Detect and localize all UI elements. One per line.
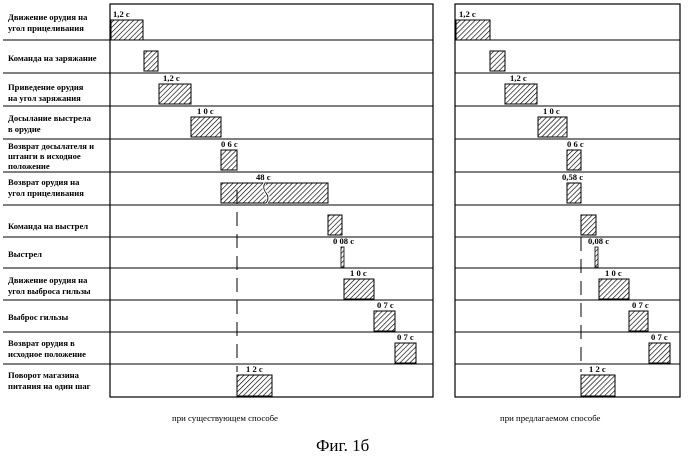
row-label-magazine-turn: Поворот магазина питания на один шаг: [8, 370, 91, 391]
panel-caption-existing: при существующем способе: [172, 413, 278, 423]
duration-magazine-turn: 1 2 с: [589, 364, 606, 374]
duration-aim: 1,2 с: [113, 9, 130, 19]
bar-ramming: [538, 117, 567, 137]
bar-fire-command: [328, 215, 342, 235]
duration-load-angle: 1,2 с: [163, 73, 180, 83]
row-labels: Движение орудия на угол прицеливания Ком…: [8, 12, 97, 391]
duration-eject-angle: 1 0 с: [605, 268, 622, 278]
bar-eject: [374, 311, 395, 331]
bar-load-command: [490, 51, 505, 71]
row-label-fire-command: Команда на выстрел: [8, 221, 88, 231]
timing-bars: [111, 20, 416, 396]
bar-magazine-turn: [237, 375, 272, 396]
duration-return-initial: 0 7 с: [651, 332, 668, 342]
duration-rammer-return: 0 6 с: [567, 139, 584, 149]
panel-caption-proposed: при предлагаемом способе: [500, 413, 601, 423]
duration-shot: 0,08 с: [588, 236, 609, 246]
bar-rammer-return: [221, 150, 237, 170]
row-label-rammer-return: Возврат досылателя и штанги в исходное п…: [8, 141, 96, 171]
duration-magazine-turn: 1 2 с: [246, 364, 263, 374]
bar-aim: [456, 20, 490, 40]
bar-shot: [595, 247, 598, 267]
duration-return-initial: 0 7 с: [397, 332, 414, 342]
row-label-eject-angle: Движение орудия на угол выброса гильзы: [8, 275, 91, 296]
duration-return-aim: 0,58 с: [562, 172, 583, 182]
bar-load-command: [144, 51, 158, 71]
duration-shot: 0 08 с: [333, 236, 354, 246]
row-label-return-initial: Возврат орудия в исходное положение: [8, 338, 86, 359]
bar-ramming: [191, 117, 221, 137]
duration-return-aim: 48 с: [256, 172, 271, 182]
duration-ramming: 1 0 с: [543, 106, 560, 116]
bar-load-angle: [505, 84, 537, 104]
row-label-ramming: Досылание выстрела в орудие: [8, 113, 93, 134]
row-label-return-aim: Возврат орудия на угол прицеливания: [8, 177, 84, 198]
figure-caption: Фиг. 1б: [316, 436, 369, 455]
bar-rammer-return: [567, 150, 581, 170]
bar-return-initial: [395, 343, 416, 363]
panel-proposed-method: 1,2 с 1,2 с 1 0 с 0 6 с 0,58 с 0,08 с 1 …: [455, 4, 680, 423]
row-label-shot: Выстрел: [8, 249, 42, 259]
row-label-eject: Выброс гильзы: [8, 312, 68, 322]
bar-return-initial: [649, 343, 670, 363]
timing-bars: [456, 20, 670, 396]
bar-eject: [629, 311, 648, 331]
bar-eject-angle: [599, 279, 629, 299]
duration-eject: 0 7 с: [632, 300, 649, 310]
bar-eject-angle: [344, 279, 374, 299]
bar-load-angle: [159, 84, 191, 104]
row-label-load-angle: Приведение орудия на угол заряжания: [8, 82, 86, 103]
duration-aim: 1,2 с: [459, 9, 476, 19]
duration-load-angle: 1,2 с: [510, 73, 527, 83]
duration-eject-angle: 1 0 с: [350, 268, 367, 278]
row-label-aim: Движение орудия на угол прицеливания: [8, 12, 90, 33]
duration-eject: 0 7 с: [377, 300, 394, 310]
duration-ramming: 1 0 с: [197, 106, 214, 116]
bar-aim: [111, 20, 143, 40]
row-label-load-command: Команда на заряжание: [8, 53, 97, 63]
bar-return-aim: [567, 183, 581, 203]
bar-magazine-turn: [581, 375, 615, 396]
bar-fire-command: [581, 215, 596, 235]
bar-shot: [341, 247, 344, 267]
duration-rammer-return: 0 6 с: [221, 139, 238, 149]
panel-existing-method: Движение орудия на угол прицеливания Ком…: [3, 4, 433, 423]
